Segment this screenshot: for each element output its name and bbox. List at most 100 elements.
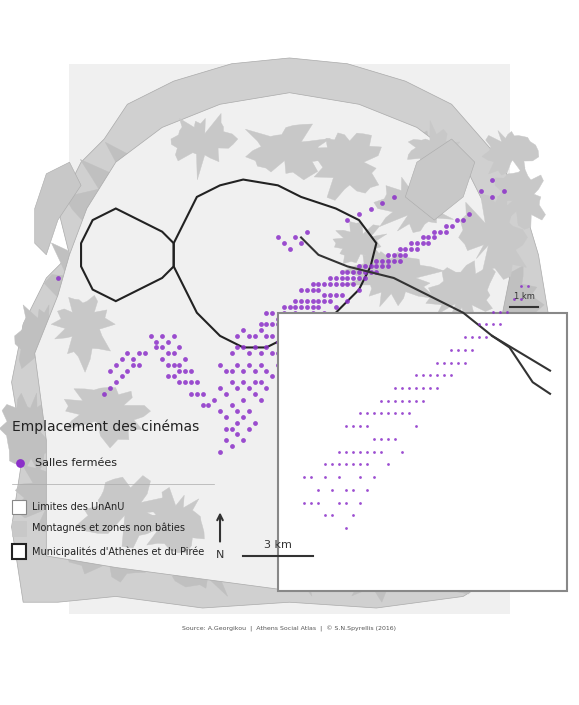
Point <box>313 484 322 496</box>
Point <box>412 243 422 255</box>
Point <box>279 238 288 249</box>
Point <box>383 255 393 266</box>
Point <box>395 243 404 255</box>
Polygon shape <box>460 367 521 450</box>
Point <box>355 407 364 419</box>
Point <box>239 324 248 336</box>
Point <box>129 353 138 364</box>
Text: Emplacement des cinémas: Emplacement des cinémas <box>12 419 199 434</box>
Point <box>348 510 357 521</box>
Point <box>390 434 400 445</box>
Point <box>221 365 230 376</box>
Polygon shape <box>76 476 177 548</box>
Point <box>256 376 265 388</box>
Point <box>302 313 312 324</box>
Point <box>341 421 350 432</box>
Point <box>250 330 259 341</box>
Point <box>523 281 533 292</box>
Point <box>453 357 463 368</box>
Point <box>453 344 463 355</box>
Point <box>372 261 381 272</box>
Point <box>418 369 427 381</box>
Polygon shape <box>315 492 377 530</box>
Point <box>215 446 225 458</box>
Point <box>239 411 248 422</box>
Polygon shape <box>408 121 460 169</box>
Point <box>372 255 381 266</box>
Point <box>100 388 109 400</box>
Polygon shape <box>338 539 426 602</box>
Polygon shape <box>12 58 550 608</box>
Point <box>256 359 265 370</box>
Point <box>244 330 254 341</box>
Point <box>227 400 236 411</box>
Point <box>186 388 196 400</box>
Point <box>354 261 364 272</box>
Point <box>411 421 420 432</box>
Point <box>279 307 288 319</box>
Point <box>366 266 375 278</box>
Point <box>395 255 404 266</box>
Bar <box>12 500 26 514</box>
Point <box>291 336 300 348</box>
Point <box>390 382 400 393</box>
Point <box>354 272 364 283</box>
Bar <box>12 521 26 536</box>
Point <box>175 359 184 370</box>
Point <box>262 307 271 319</box>
Point <box>244 405 254 417</box>
Point <box>123 365 132 376</box>
Polygon shape <box>333 221 387 264</box>
Point <box>337 266 346 278</box>
Point <box>221 434 230 446</box>
Text: Source: A.Georgikou  |  Athens Social Atlas  |  © S.N.Spyrellis (2016): Source: A.Georgikou | Athens Social Atla… <box>182 625 397 632</box>
Point <box>285 342 294 353</box>
Point <box>355 497 364 508</box>
Point <box>355 421 364 432</box>
Point <box>369 407 378 419</box>
Point <box>425 369 434 381</box>
Point <box>140 348 149 359</box>
Point <box>474 331 483 343</box>
Polygon shape <box>44 243 124 345</box>
Point <box>430 226 439 238</box>
Point <box>320 278 329 290</box>
Point <box>355 472 364 483</box>
Point <box>355 446 364 458</box>
Point <box>343 295 352 307</box>
Polygon shape <box>364 125 445 207</box>
Point <box>349 278 358 290</box>
Point <box>313 497 322 508</box>
Point <box>362 446 371 458</box>
Point <box>376 434 385 445</box>
Point <box>291 232 300 243</box>
Point <box>362 407 371 419</box>
Polygon shape <box>482 130 539 176</box>
Point <box>411 395 420 406</box>
Point <box>509 293 518 305</box>
Point <box>467 331 477 343</box>
Point <box>325 272 335 283</box>
Point <box>331 272 340 283</box>
Polygon shape <box>69 63 510 614</box>
Point <box>411 382 420 393</box>
Point <box>273 313 283 324</box>
Point <box>169 371 178 382</box>
Point <box>250 376 259 388</box>
Polygon shape <box>65 142 221 250</box>
Point <box>186 376 196 388</box>
Point <box>401 249 410 260</box>
Point <box>320 459 329 470</box>
Point <box>369 434 378 445</box>
Point <box>273 336 283 348</box>
Point <box>354 209 364 220</box>
Point <box>169 330 178 341</box>
Point <box>467 344 477 355</box>
Point <box>291 295 300 307</box>
Polygon shape <box>134 441 207 497</box>
Point <box>279 330 288 341</box>
Point <box>348 446 357 458</box>
Point <box>337 278 346 290</box>
Point <box>163 336 173 348</box>
Point <box>244 359 254 370</box>
